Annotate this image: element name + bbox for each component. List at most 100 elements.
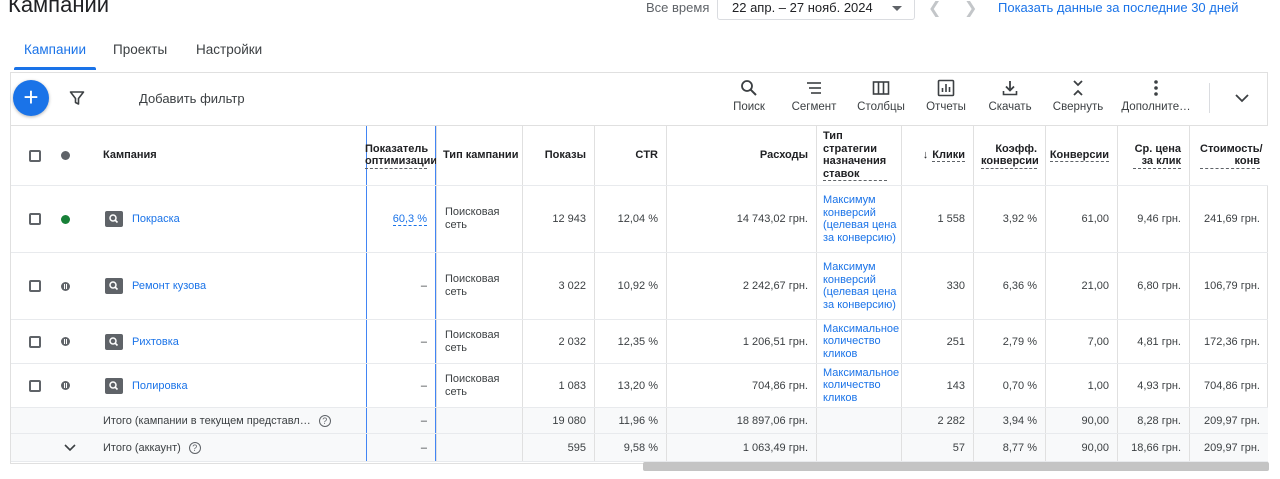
col-bid-strategy[interactable]: Тип стратегии назначения ставок [816, 126, 901, 185]
clicks-value: 330 [901, 253, 973, 319]
cost-value: 1 206,51 грн. [666, 320, 816, 363]
optimization-score[interactable]: – [366, 364, 436, 407]
totals-optimization: – [366, 434, 436, 461]
tool-download[interactable]: Скачать [985, 79, 1035, 113]
avg-cpc-value: 4,93 грн. [1117, 364, 1189, 407]
conversions-value: 7,00 [1045, 320, 1117, 363]
col-optimization[interactable]: Показатель оптимизации [365, 126, 437, 185]
search-campaign-icon [105, 320, 123, 363]
totals-bid-strategy [816, 434, 901, 461]
status-paused-icon[interactable] [61, 253, 70, 319]
col-cost-per-conv[interactable]: Стоимость/ конв [1189, 126, 1268, 185]
tool-reports[interactable]: Отчеты [923, 79, 969, 113]
table-row: Полировка – Поисковая сеть 1 083 13,20 %… [11, 364, 1268, 408]
filter-icon[interactable] [69, 90, 85, 106]
conv-rate-value: 0,70 % [973, 364, 1045, 407]
table-row: Ремонт кузова – Поисковая сеть 3 022 10,… [11, 253, 1268, 320]
col-campaign[interactable]: Кампания [103, 149, 157, 162]
col-cost[interactable]: Расходы [666, 126, 816, 185]
page-title: Кампании [8, 0, 110, 17]
row-checkbox[interactable] [29, 186, 41, 252]
next-period-icon[interactable]: ❯ [964, 0, 978, 17]
row-checkbox[interactable] [29, 253, 41, 319]
segment-icon [807, 82, 821, 94]
status-header-icon [61, 126, 70, 185]
col-clicks[interactable]: ↓ Клики [901, 126, 973, 185]
conversions-value: 21,00 [1045, 253, 1117, 319]
row-checkbox[interactable] [29, 364, 41, 407]
date-range-label: Все время [646, 0, 710, 15]
status-enabled-icon[interactable] [61, 186, 70, 252]
impressions-value: 2 032 [522, 320, 594, 363]
campaign-name-link[interactable]: Покраска [132, 213, 180, 225]
col-conversions-label: Конверсии [1049, 148, 1109, 163]
totals-label: Итого (кампании в текущем представл…? [103, 408, 331, 433]
top-bar: Кампании Все время 22 апр. – 27 нояб. 20… [0, 0, 1280, 22]
col-ctr[interactable]: CTR [594, 126, 666, 185]
toolbar-divider [1209, 83, 1210, 113]
col-avg-cpc[interactable]: Ср. цена за клик [1117, 126, 1189, 185]
add-filter-button[interactable]: Добавить фильтр [139, 91, 245, 106]
help-icon[interactable]: ? [318, 414, 331, 427]
bid-strategy-link[interactable]: Максимальное количество кликов [816, 364, 901, 407]
show-last-30-days-link[interactable]: Показать данные за последние 30 дней [998, 0, 1239, 15]
optimization-score[interactable]: 60,3 % [366, 186, 436, 252]
help-icon[interactable]: ? [188, 441, 201, 454]
chevron-down-icon[interactable] [1233, 89, 1251, 107]
select-all-checkbox[interactable] [29, 126, 41, 185]
totals-row: Итого (аккаунт)? – 595 9,58 % 1 063,49 г… [11, 434, 1268, 462]
campaign-type: Поисковая сеть [436, 364, 522, 407]
tool-columns[interactable]: Столбцы [853, 79, 909, 113]
campaign-name-link[interactable]: Рихтовка [132, 335, 179, 348]
search-campaign-icon [105, 364, 123, 407]
campaign-type: Поисковая сеть [436, 320, 522, 363]
tool-collapse[interactable]: Свернуть [1049, 79, 1107, 113]
tool-search[interactable]: Поиск [731, 79, 767, 113]
col-cost-per-conv-label: Стоимость/ конв [1200, 142, 1263, 169]
status-paused-icon[interactable] [61, 320, 70, 363]
collapse-icon [1073, 80, 1083, 96]
search-campaign-icon [105, 253, 123, 319]
date-range-picker[interactable]: 22 апр. – 27 нояб. 2024 [717, 0, 915, 20]
horizontal-scrollbar[interactable] [643, 462, 1269, 471]
tab-campaigns[interactable]: Кампании [24, 42, 87, 57]
col-bid-strategy-label: Тип стратегии назначения ставок [823, 130, 887, 181]
tool-segment[interactable]: Сегмент [787, 79, 841, 113]
sort-arrow-icon: ↓ [922, 149, 929, 162]
col-type[interactable]: Тип кампании [436, 126, 522, 185]
conv-rate-value: 6,36 % [973, 253, 1045, 319]
cost-value: 2 242,67 грн. [666, 253, 816, 319]
bid-strategy-link[interactable]: Максимум конверсий (целевая цена за конв… [816, 186, 901, 252]
optimization-score[interactable]: – [366, 253, 436, 319]
col-conv-rate-label: Коэфф. конверсии [981, 142, 1039, 169]
campaigns-card: + Добавить фильтр Поиск Сегмент Столбцы … [10, 72, 1269, 471]
status-paused-icon[interactable] [61, 364, 70, 407]
col-conv-rate[interactable]: Коэфф. конверсии [973, 126, 1045, 185]
add-campaign-button[interactable]: + [13, 80, 49, 116]
tool-more[interactable]: Дополните… [1121, 79, 1191, 113]
col-impressions[interactable]: Показы [522, 126, 594, 185]
tab-settings[interactable]: Настройки [196, 42, 263, 57]
clicks-value: 251 [901, 320, 973, 363]
expand-totals-chevron[interactable] [63, 434, 77, 461]
bid-strategy-link[interactable]: Максимум конверсий (целевая цена за конв… [816, 253, 901, 319]
date-range-value: 22 апр. – 27 нояб. 2024 [732, 0, 873, 15]
bid-strategy-link[interactable]: Максимальное количество кликов [816, 320, 901, 363]
tool-search-label: Поиск [733, 101, 765, 113]
campaigns-table: Кампания Показатель оптимизации Тип камп… [11, 125, 1268, 462]
totals-avg-cpc: 8,28 грн. [1117, 408, 1189, 433]
row-checkbox[interactable] [29, 320, 41, 363]
col-conversions[interactable]: Конверсии [1045, 126, 1117, 185]
totals-avg-cpc: 18,66 грн. [1117, 434, 1189, 461]
chevron-down-icon[interactable] [63, 441, 77, 455]
campaign-name-link[interactable]: Ремонт кузова [132, 280, 207, 292]
totals-type [436, 408, 522, 433]
tab-projects[interactable]: Проекты [113, 42, 168, 57]
previous-period-icon[interactable]: ❮ [928, 0, 942, 17]
ctr-value: 12,35 % [594, 320, 666, 363]
conv-rate-value: 3,92 % [973, 186, 1045, 252]
table-row: Покраска 60,3 % Поисковая сеть 12 943 12… [11, 186, 1268, 253]
optimization-score[interactable]: – [366, 320, 436, 363]
campaign-name-link[interactable]: Полировка [132, 379, 188, 392]
